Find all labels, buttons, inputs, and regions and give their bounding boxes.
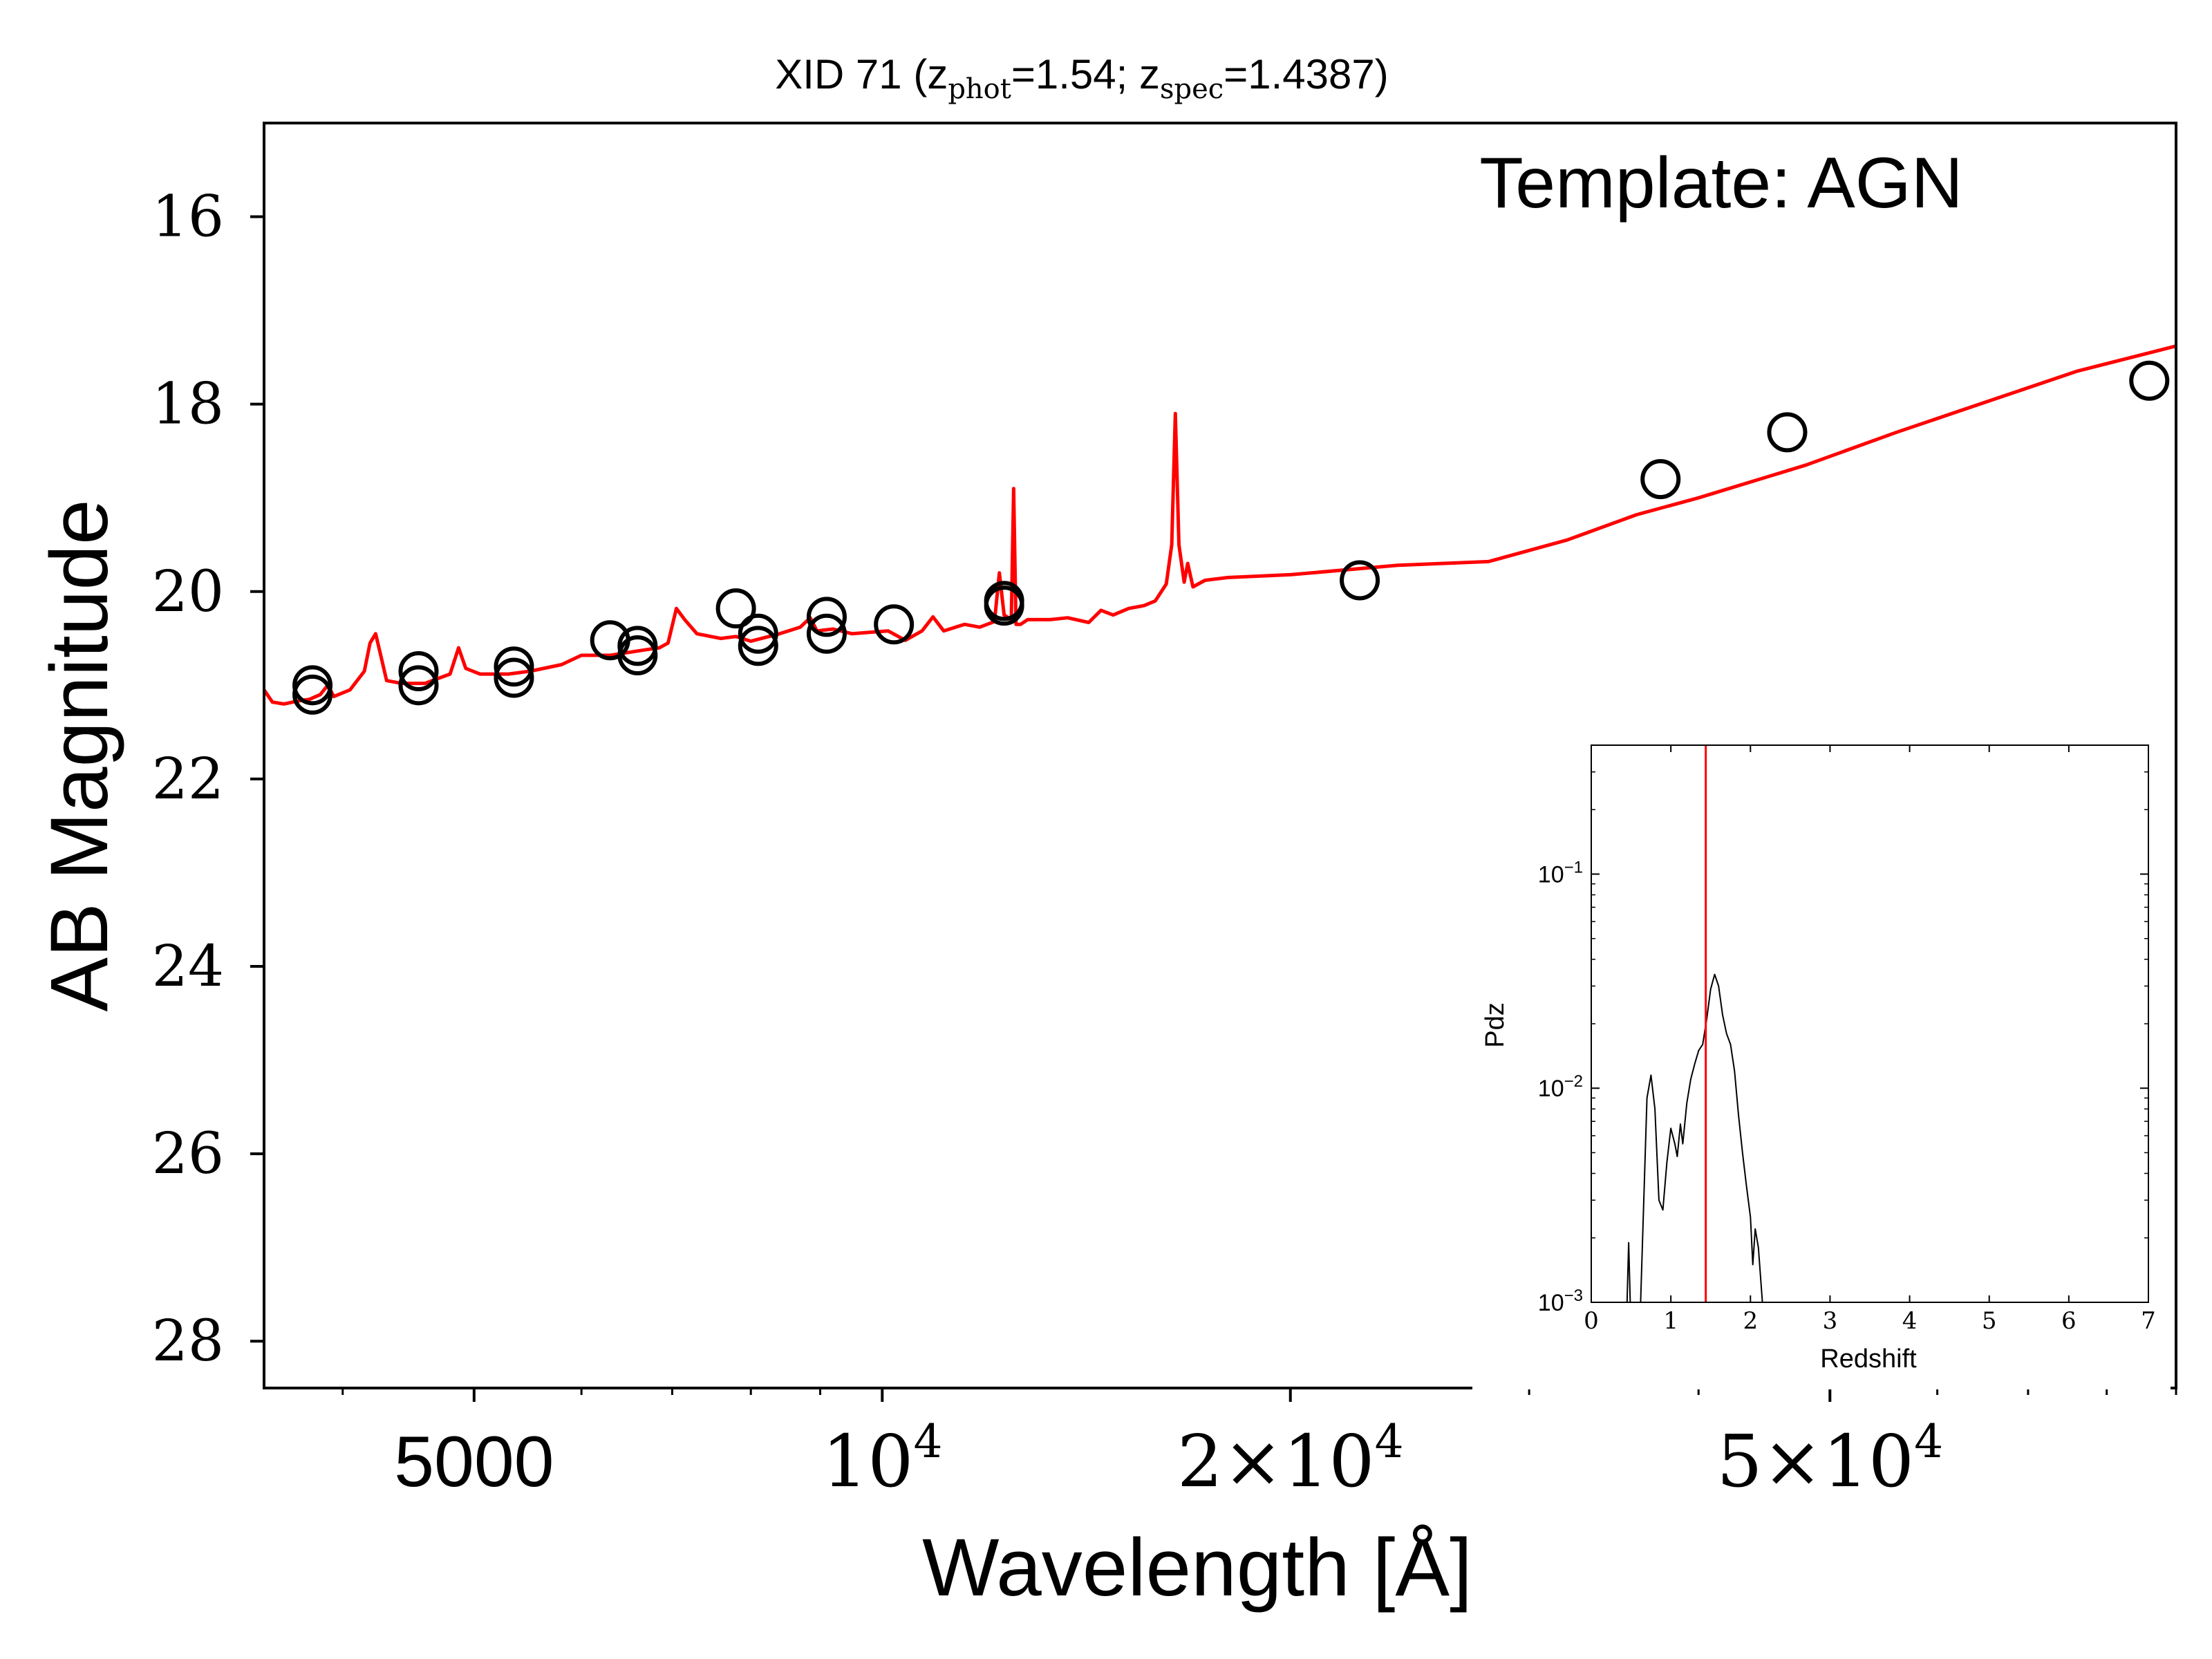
- photometry-point: [2129, 360, 2170, 401]
- x-tick-label: 5000: [394, 1422, 554, 1502]
- inset-y-tick-label: 10−3: [1538, 1286, 1583, 1316]
- pdz-curve: [1626, 973, 1763, 1303]
- photometry-point: [874, 604, 915, 645]
- x-tick-label: 5×104: [1716, 1415, 1943, 1503]
- x-tick-label: 2×104: [1177, 1415, 1404, 1503]
- inset-x-tick-label: 6: [2061, 1307, 2077, 1335]
- y-tick-label: 18: [152, 372, 224, 438]
- photometry-point: [806, 597, 847, 637]
- y-tick-label: 28: [152, 1309, 224, 1374]
- photometry-point: [1640, 459, 1681, 500]
- photometry-point: [1767, 412, 1808, 453]
- x-tick-label: 104: [822, 1415, 942, 1503]
- inset-x-tick-label: 0: [1584, 1307, 1599, 1335]
- inset-y-tick-label: 10−1: [1538, 858, 1583, 888]
- inset-x-tick-label: 5: [1982, 1307, 1997, 1335]
- photometry-point: [617, 626, 658, 666]
- y-tick-label: 24: [152, 934, 224, 1000]
- photometry-point: [398, 651, 439, 691]
- photometry-point: [617, 635, 658, 675]
- photometry-point: [984, 585, 1024, 626]
- photometry-point: [715, 588, 756, 629]
- inset-x-tick-label: 3: [1823, 1307, 1838, 1335]
- x-axis-label: Wavelength [Å]: [922, 1522, 1472, 1613]
- photometry-point: [806, 613, 847, 654]
- inset-x-tick-label: 1: [1663, 1307, 1678, 1335]
- inset-x-tick-label: 2: [1743, 1307, 1758, 1335]
- inset-series: [1626, 745, 1763, 1303]
- inset-pdz-plot: 0 1 2 3 4 5 6 7 10−3 10−2 10−1 Redshift Pdz: [1472, 733, 2171, 1389]
- y-tick-label: 16: [152, 185, 224, 250]
- template-annotation: Template: AGN: [1479, 143, 1962, 223]
- inset-y-axis-label: Pdz: [1481, 1002, 1510, 1047]
- y-tick-label: 26: [152, 1121, 224, 1187]
- photometry-point: [398, 665, 439, 706]
- main-plot-frame: [263, 122, 2177, 1389]
- inset-x-tick-label: 7: [2141, 1307, 2156, 1335]
- photometry-point: [494, 646, 534, 687]
- photometry-point: [292, 665, 333, 706]
- y-tick-label: 22: [152, 747, 224, 812]
- y-tick-label: 20: [152, 559, 224, 625]
- inset-x-axis-label: Redshift: [1820, 1344, 1917, 1374]
- photometry-point: [292, 674, 333, 715]
- y-axis-label: AB Magnitude: [34, 499, 125, 1011]
- photometry-point: [1340, 560, 1380, 601]
- chart-title: XID 71 (zphot=1.54; zspec=1.4387): [775, 51, 1389, 105]
- photometry-point: [738, 626, 778, 666]
- main-series: [262, 344, 2177, 715]
- photometry-point: [738, 613, 778, 654]
- agn-template-line: [262, 344, 2177, 706]
- inset-x-tick-label: 4: [1902, 1307, 1918, 1335]
- inset-plot-frame: [1591, 744, 2149, 1303]
- inset-background: [1472, 733, 2171, 1389]
- photometry-point: [494, 657, 534, 698]
- inset-y-tick-label: 10−2: [1538, 1072, 1583, 1102]
